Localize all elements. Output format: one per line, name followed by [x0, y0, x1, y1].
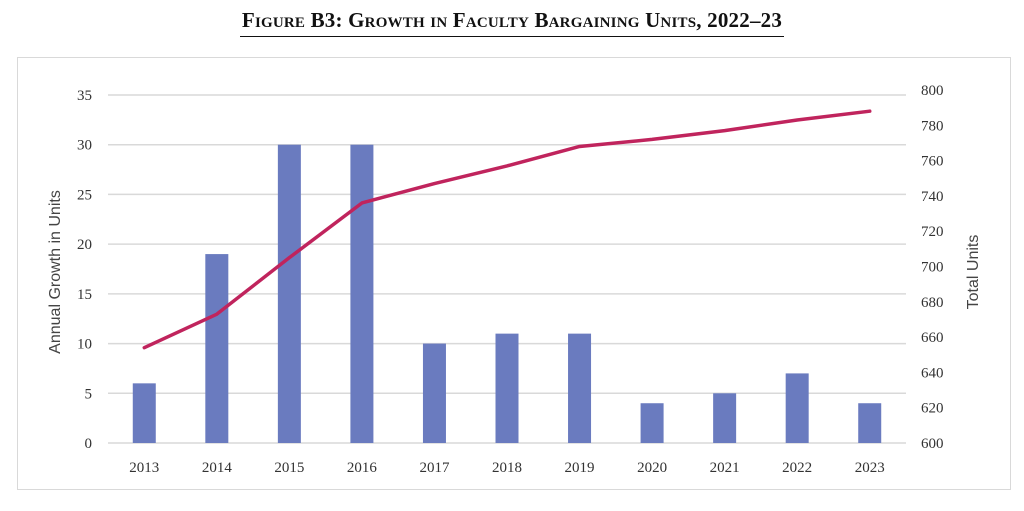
chart-frame [17, 57, 1011, 490]
bar [568, 333, 592, 443]
left-tick-label: 25 [77, 187, 92, 203]
bar-series [132, 144, 882, 443]
left-tick-label: 0 [85, 436, 93, 452]
right-axis-title: Total Units [965, 235, 982, 310]
bar [640, 403, 664, 443]
figure-title: Figure B3: Growth in Faculty Bargaining … [239, 8, 785, 37]
x-tick-label: 2017 [419, 460, 450, 476]
line-path [142, 109, 872, 350]
right-tick-label: 620 [921, 401, 944, 417]
right-tick-label: 660 [921, 330, 944, 346]
right-axis-ticks: 600 620 640 660 680 700 720 740 760 780 800 [921, 83, 944, 452]
left-tick-label: 30 [77, 138, 92, 154]
x-tick-label: 2013 [129, 460, 159, 476]
x-tick-label: 2019 [565, 460, 595, 476]
right-tick-label: 800 [921, 83, 944, 99]
bar [713, 393, 737, 443]
right-tick-label: 640 [921, 365, 944, 381]
x-tick-label: 2023 [855, 460, 885, 476]
x-tick-label: 2016 [347, 460, 378, 476]
left-axis-title: Annual Growth in Units [47, 190, 64, 354]
bar [422, 343, 446, 443]
right-tick-label: 760 [921, 154, 944, 170]
right-tick-label: 700 [921, 260, 944, 276]
x-tick-label: 2022 [782, 460, 812, 476]
bar [277, 144, 301, 443]
title-wrapper: Figure B3: Growth in Faculty Bargaining … [0, 8, 1024, 37]
x-tick-label: 2018 [492, 460, 522, 476]
left-tick-label: 5 [85, 386, 93, 402]
left-tick-label: 20 [77, 237, 92, 253]
right-tick-label: 780 [921, 118, 944, 134]
right-tick-label: 600 [921, 436, 944, 452]
bar [132, 383, 156, 443]
left-tick-label: 15 [77, 287, 92, 303]
x-tick-label: 2020 [637, 460, 667, 476]
line-series [142, 109, 872, 350]
left-axis-ticks: 0 5 10 15 20 25 30 35 [77, 88, 92, 452]
right-tick-label: 680 [921, 295, 944, 311]
bar [350, 144, 374, 443]
bar [495, 333, 519, 443]
bar [858, 403, 882, 443]
bar [205, 254, 229, 443]
x-axis-ticks: 2013 2014 2015 2016 2017 2018 2019 2020 2021 2022… [129, 460, 884, 476]
left-tick-label: 10 [77, 337, 92, 353]
left-tick-label: 35 [77, 88, 92, 104]
x-tick-label: 2021 [710, 460, 740, 476]
x-tick-label: 2015 [274, 460, 304, 476]
bar [785, 373, 809, 443]
right-tick-label: 720 [921, 224, 944, 240]
right-tick-label: 740 [921, 189, 944, 205]
x-tick-label: 2014 [202, 460, 233, 476]
